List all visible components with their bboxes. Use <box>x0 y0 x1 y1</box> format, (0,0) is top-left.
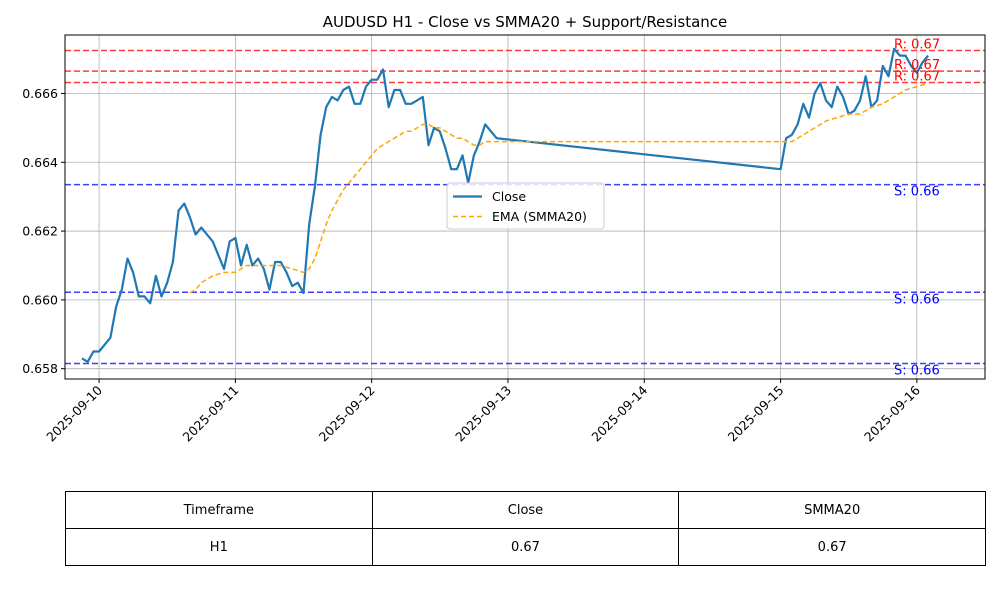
x-tick-label: 2025-09-13 <box>452 383 514 445</box>
header-close: Close <box>371 491 680 529</box>
summary-table: Timeframe Close SMMA20 H1 0.67 0.67 <box>65 491 986 566</box>
header-timeframe: Timeframe <box>65 491 373 529</box>
y-tick-label: 0.662 <box>22 224 58 239</box>
y-tick-label: 0.664 <box>22 155 58 170</box>
x-tick-label: 2025-09-10 <box>43 382 105 444</box>
legend-frame <box>446 182 605 230</box>
cell-close: 0.67 <box>371 528 680 566</box>
resistance-level-label: R: 0.67 <box>894 37 940 52</box>
y-tick-label: 0.660 <box>22 292 58 307</box>
legend-smma-label: EMA (SMMA20) <box>492 209 587 224</box>
support-level-label: S: 0.66 <box>894 292 940 307</box>
grid-lines <box>65 35 985 379</box>
x-tick-label: 2025-09-15 <box>725 383 787 445</box>
support-level-label: S: 0.66 <box>894 364 940 379</box>
table-header-row: Timeframe Close SMMA20 <box>65 491 986 529</box>
level-labels: R: 0.67R: 0.67R: 0.67S: 0.66S: 0.66S: 0.… <box>894 37 940 378</box>
support-resistance-levels <box>65 49 985 365</box>
x-tick-label: 2025-09-12 <box>316 383 378 445</box>
resistance-level-label: R: 0.67 <box>894 58 940 73</box>
legend-close-label: Close <box>492 189 526 204</box>
axis-ticks: 2025-09-10 2025-09-11 2025-09-12 2025-09-13… <box>22 86 923 445</box>
x-tick-label: 2025-09-11 <box>180 383 242 445</box>
resistance-level-label: R: 0.67 <box>894 69 940 84</box>
table-row: H1 0.67 0.67 <box>65 528 986 566</box>
chart-title: AUDUSD H1 - Close vs SMMA20 + Support/Re… <box>323 13 728 31</box>
cell-smma20: 0.67 <box>678 528 986 566</box>
support-level-label: S: 0.66 <box>894 185 940 200</box>
plot-area-frame <box>64 34 986 380</box>
chart-legend: Close EMA (SMMA20) <box>446 182 605 230</box>
series-lines <box>81 47 930 363</box>
header-smma20: SMMA20 <box>678 491 986 529</box>
x-tick-label: 2025-09-16 <box>861 382 923 444</box>
cell-timeframe: H1 <box>65 528 373 566</box>
close-price-line <box>81 47 930 363</box>
price-chart: AUDUSD H1 - Close vs SMMA20 + Support/Re… <box>22 13 986 445</box>
y-tick-label: 0.666 <box>22 86 58 101</box>
x-tick-label: 2025-09-14 <box>588 382 650 444</box>
y-tick-label: 0.658 <box>22 361 58 376</box>
smma20-line <box>189 82 929 294</box>
